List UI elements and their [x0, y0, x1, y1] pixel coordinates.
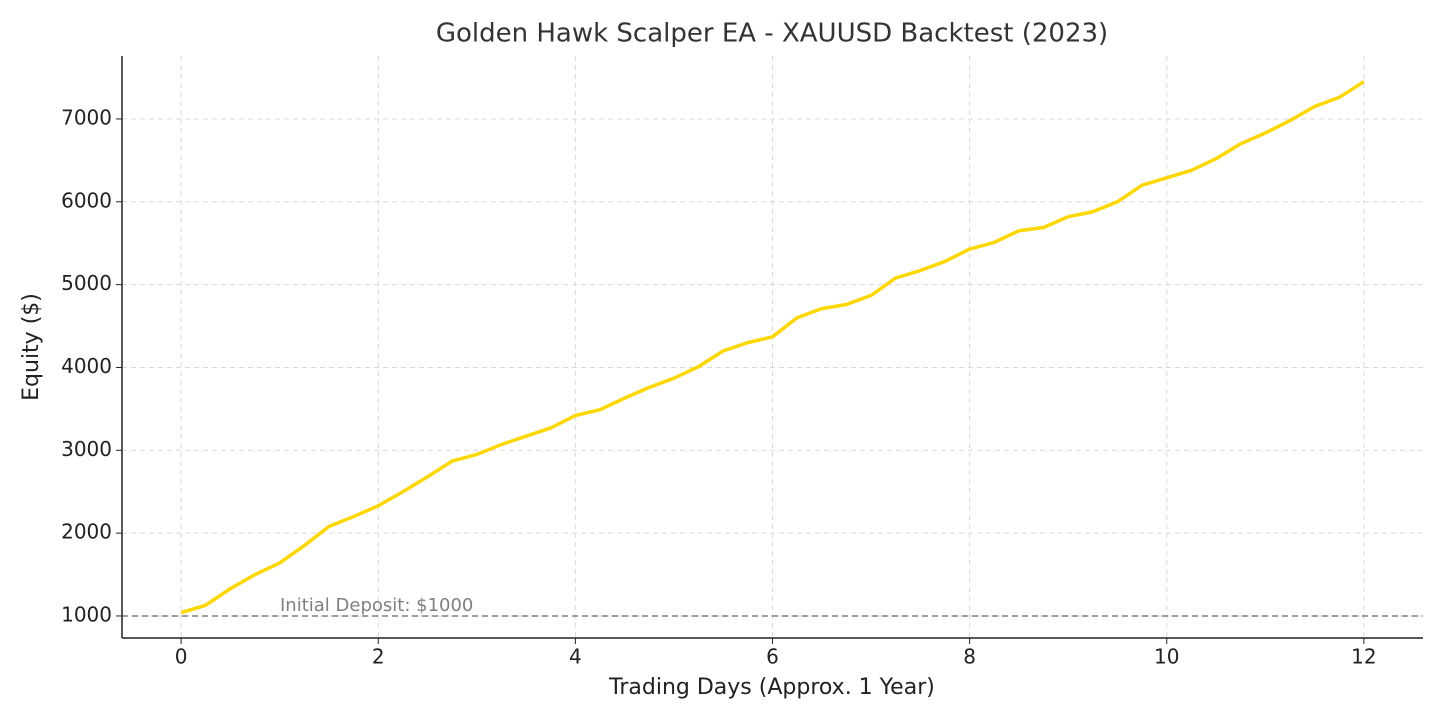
x-tick-label: 2 — [372, 645, 385, 669]
y-tick-label: 7000 — [61, 105, 112, 129]
series-line — [180, 80, 1365, 615]
y-tick-label: 6000 — [61, 188, 112, 212]
y-tick-label: 4000 — [61, 354, 112, 378]
y-tick-label: 3000 — [61, 437, 112, 461]
reference-label: Initial Deposit: $1000 — [280, 595, 473, 616]
y-tick-label: 1000 — [61, 602, 112, 626]
x-axis-label: Trading Days (Approx. 1 Year) — [608, 675, 935, 700]
x-tick-label: 0 — [175, 645, 188, 669]
x-tick-label: 10 — [1154, 645, 1179, 669]
y-tick-label: 5000 — [61, 271, 112, 295]
x-tick-label: 8 — [963, 645, 976, 669]
y-tick-label: 2000 — [61, 520, 112, 544]
x-tick-label: 12 — [1351, 645, 1376, 669]
chart-title: Golden Hawk Scalper EA - XAUUSD Backtest… — [436, 19, 1108, 49]
x-tick-label: 4 — [569, 645, 582, 669]
y-axis-label: Equity ($) — [19, 293, 44, 401]
x-tick-label: 6 — [766, 645, 779, 669]
